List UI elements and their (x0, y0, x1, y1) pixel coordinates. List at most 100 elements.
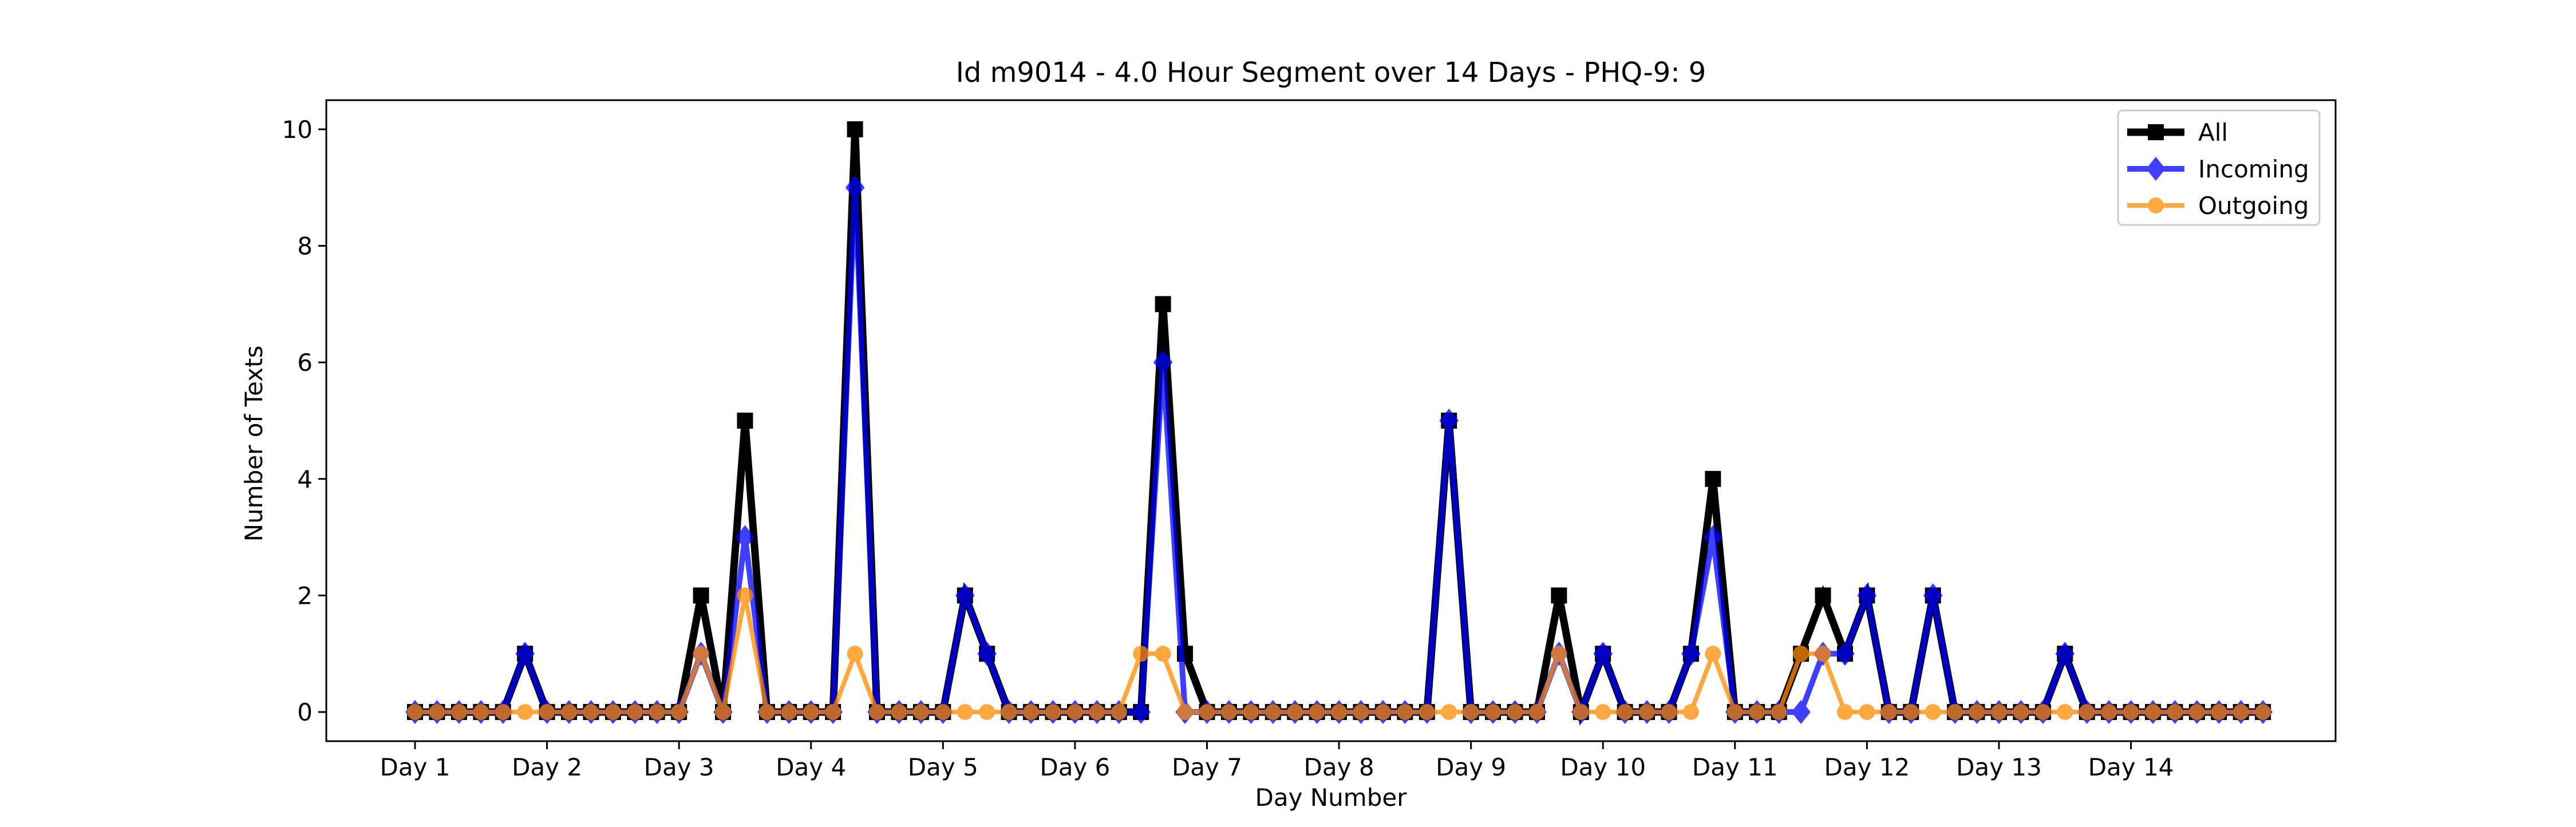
data-point-outgoing (2123, 704, 2139, 721)
data-point-outgoing (583, 704, 599, 721)
x-tick-label: Day 1 (380, 753, 450, 781)
data-point-outgoing (1705, 646, 1721, 662)
data-point-outgoing (781, 704, 797, 721)
data-point-outgoing (1749, 704, 1765, 721)
data-point-outgoing (407, 704, 423, 721)
legend-entry-all (2127, 124, 2184, 140)
data-point-outgoing (1859, 704, 1875, 721)
data-point-incoming (1791, 700, 1811, 725)
data-point-outgoing (1001, 704, 1017, 721)
data-point-outgoing (1111, 704, 1127, 721)
y-tick-label: 6 (297, 349, 313, 377)
data-point-outgoing (605, 704, 621, 721)
data-point-outgoing (1397, 704, 1413, 721)
data-point-outgoing (561, 704, 578, 721)
data-point-outgoing (1066, 704, 1083, 721)
data-point-incoming (1681, 642, 1701, 666)
data-point-outgoing (1507, 704, 1523, 721)
y-tick-label: 8 (297, 232, 313, 260)
x-tick-label: Day 10 (1560, 753, 1646, 781)
data-point-outgoing (2034, 704, 2051, 721)
data-point-outgoing (2188, 704, 2205, 721)
data-point-outgoing (1287, 704, 1303, 721)
data-point-incoming (955, 583, 975, 608)
data-point-outgoing (1199, 704, 1215, 721)
data-point-outgoing (1836, 704, 1853, 721)
data-point-outgoing (1815, 646, 1831, 662)
data-point-incoming (1153, 350, 1173, 375)
data-point-outgoing (1265, 704, 1281, 721)
x-tick-label: Day 14 (2088, 753, 2174, 781)
y-tick-label: 4 (297, 465, 313, 493)
y-tick-label: 2 (297, 581, 313, 610)
data-point-outgoing (1441, 704, 1457, 721)
data-point-incoming (1439, 408, 1459, 433)
y-tick-label: 0 (297, 698, 313, 726)
data-point-outgoing (1419, 704, 1435, 721)
data-point-outgoing (2079, 704, 2095, 721)
data-point-outgoing (1155, 646, 1171, 662)
data-point-outgoing (627, 704, 643, 721)
data-point-outgoing (429, 704, 445, 721)
data-point-incoming (1923, 583, 1943, 608)
data-point-all (1155, 296, 1171, 312)
data-point-outgoing (1089, 704, 1105, 721)
data-point-outgoing (825, 704, 841, 721)
data-point-outgoing (451, 704, 467, 721)
data-point-outgoing (1023, 704, 1040, 721)
data-point-outgoing (671, 704, 688, 721)
data-point-outgoing (2057, 704, 2073, 721)
data-point-all (847, 121, 863, 137)
legend-marker-incoming (2146, 156, 2166, 181)
x-tick-label: Day 8 (1304, 753, 1374, 781)
data-point-outgoing (935, 704, 951, 721)
data-point-outgoing (737, 587, 753, 604)
x-tick-label: Day 5 (908, 753, 978, 781)
data-point-outgoing (912, 704, 929, 721)
x-tick-label: Day 12 (1824, 753, 1910, 781)
data-point-outgoing (1925, 704, 1941, 721)
legend-entry-incoming (2127, 156, 2184, 181)
x-tick-label: Day 3 (644, 753, 714, 781)
data-point-outgoing (1793, 646, 1809, 662)
data-point-all (1551, 587, 1567, 604)
data-point-incoming (1131, 700, 1151, 725)
data-point-outgoing (1771, 704, 1787, 721)
data-point-outgoing (2013, 704, 2029, 721)
legend-label-incoming: Incoming (2198, 155, 2309, 183)
chart-title: Id m9014 - 4.0 Hour Segment over 14 Days… (956, 57, 1706, 89)
data-point-outgoing (758, 704, 775, 721)
data-point-outgoing (2167, 704, 2183, 721)
x-axis-label: Day Number (1255, 784, 1407, 812)
data-point-outgoing (1969, 704, 1985, 721)
data-point-outgoing (1947, 704, 1963, 721)
data-point-outgoing (979, 704, 995, 721)
data-point-outgoing (1463, 704, 1479, 721)
legend-entry-outgoing (2127, 197, 2184, 213)
data-point-all (1705, 470, 1721, 487)
x-tick-label: Day 2 (512, 753, 582, 781)
data-point-outgoing (539, 704, 555, 721)
data-point-outgoing (1220, 704, 1237, 721)
data-point-outgoing (1485, 704, 1502, 721)
data-point-outgoing (869, 704, 886, 721)
data-point-outgoing (803, 704, 819, 721)
data-point-outgoing (2101, 704, 2117, 721)
data-point-incoming (1857, 583, 1877, 608)
x-tick-label: Day 6 (1040, 753, 1110, 781)
data-point-incoming (845, 175, 865, 200)
data-point-outgoing (1331, 704, 1348, 721)
data-point-all (1815, 587, 1831, 604)
data-point-outgoing (649, 704, 665, 721)
data-point-all (737, 413, 753, 429)
data-point-outgoing (1243, 704, 1259, 721)
data-point-outgoing (1595, 704, 1611, 721)
data-point-outgoing (1374, 704, 1391, 721)
data-point-outgoing (473, 704, 489, 721)
data-point-outgoing (1177, 704, 1194, 721)
data-point-outgoing (1880, 704, 1897, 721)
legend-marker-outgoing (2148, 197, 2164, 213)
data-point-outgoing (1617, 704, 1633, 721)
data-point-incoming (2055, 642, 2075, 666)
